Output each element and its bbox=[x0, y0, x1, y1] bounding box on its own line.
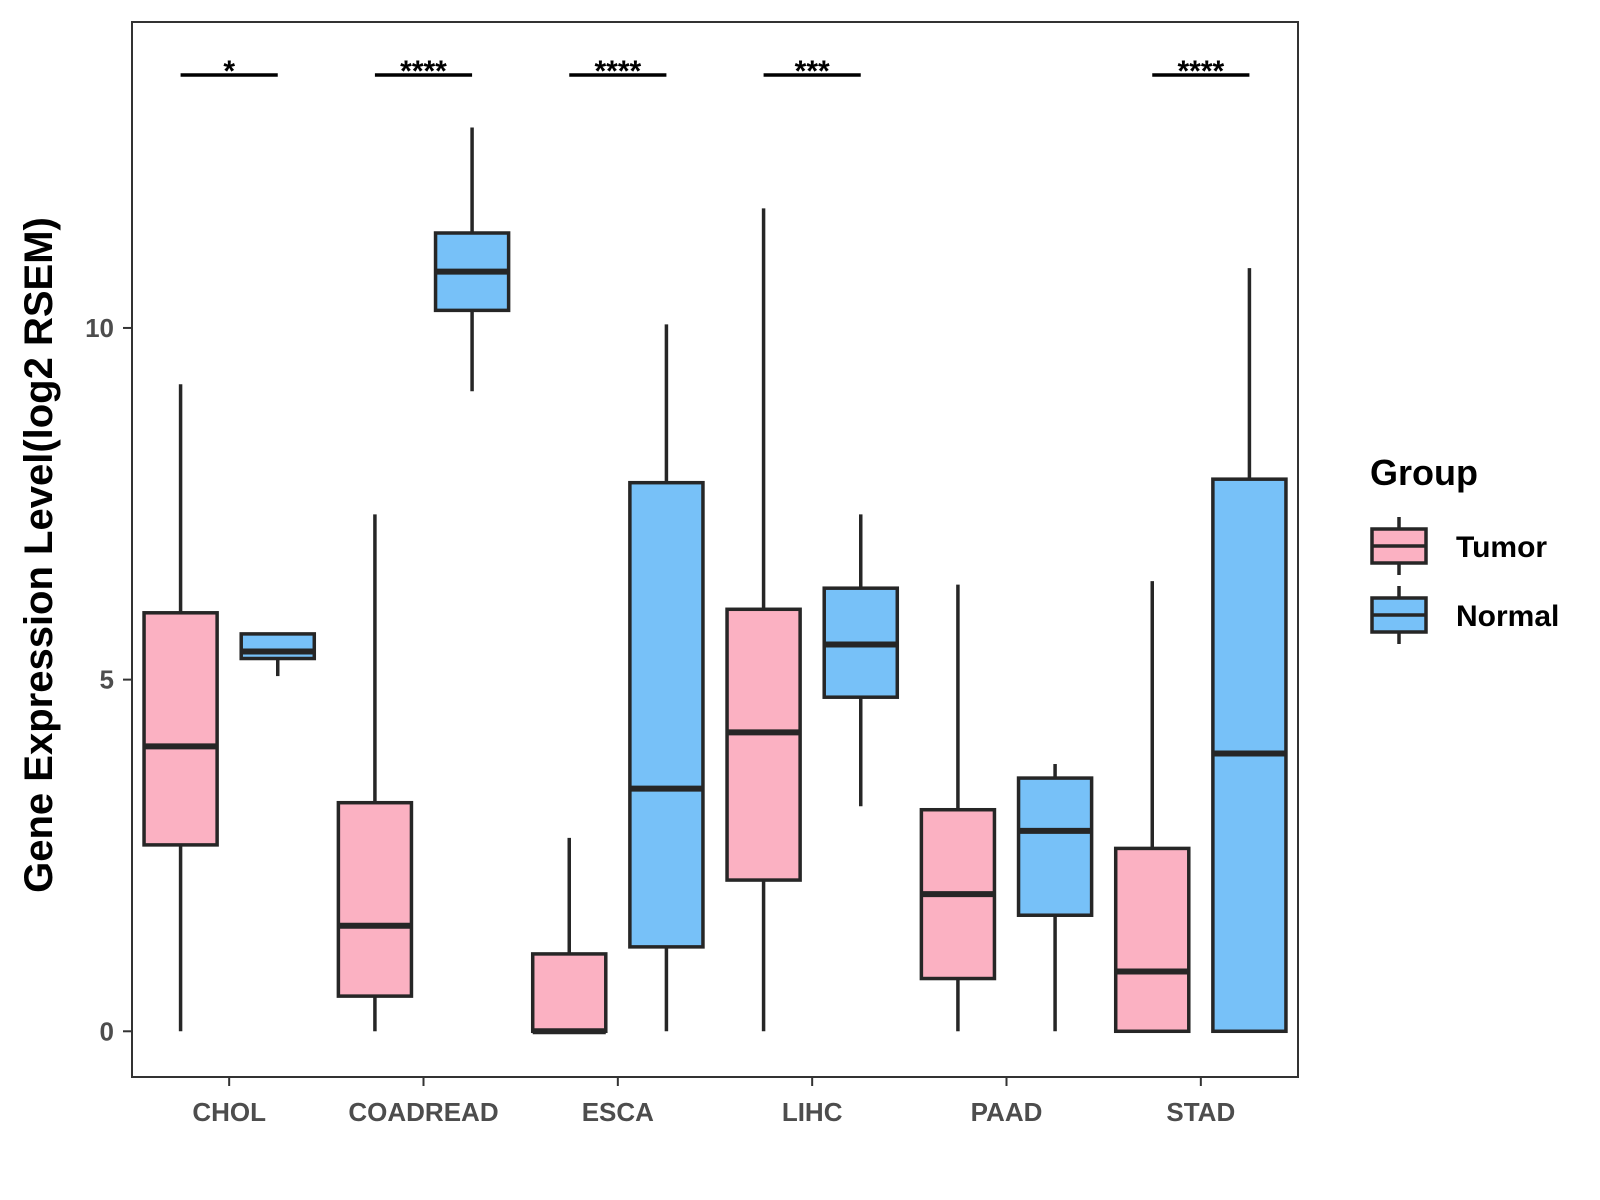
significance-coadread: **** bbox=[374, 55, 473, 88]
box-normal-esca bbox=[628, 324, 705, 1032]
significance-label: *** bbox=[795, 55, 830, 88]
box-tumor-esca bbox=[530, 837, 608, 1035]
plot-panel-border bbox=[131, 21, 1299, 1078]
significance-esca: **** bbox=[569, 55, 667, 88]
legend-label: Tumor bbox=[1456, 531, 1547, 564]
legend-title: Group bbox=[1370, 452, 1478, 493]
box-tumor-chol bbox=[142, 384, 219, 1032]
x-tick-label: LIHC bbox=[782, 1097, 843, 1127]
box-normal-chol bbox=[239, 632, 317, 677]
x-tick-label: CHOL bbox=[192, 1097, 266, 1127]
box-tumor-stad bbox=[1113, 581, 1191, 1034]
legend: Group Tumor Normal bbox=[1370, 452, 1559, 644]
legend-entry-tumor: Tumor bbox=[1370, 517, 1547, 575]
box-tumor-coadread bbox=[336, 514, 414, 1032]
significance-lihc: *** bbox=[763, 55, 861, 88]
significance-label: **** bbox=[400, 55, 447, 88]
box-body bbox=[1016, 776, 1094, 917]
x-tick-label: COADREAD bbox=[348, 1097, 498, 1127]
box-body bbox=[336, 800, 414, 998]
significance-label: **** bbox=[1177, 55, 1224, 88]
significance-stad: **** bbox=[1152, 55, 1250, 88]
box-body bbox=[628, 480, 705, 949]
box-body bbox=[1113, 846, 1191, 1034]
y-tick-label: 5 bbox=[100, 665, 114, 695]
box-tumor-lihc bbox=[725, 208, 802, 1032]
box-body bbox=[725, 607, 802, 882]
x-tick-label: PAAD bbox=[971, 1097, 1043, 1127]
box-body bbox=[530, 952, 608, 1034]
box-normal-lihc bbox=[822, 514, 900, 807]
box-normal-paad bbox=[1016, 764, 1094, 1032]
box-normal-coadread bbox=[433, 127, 511, 392]
x-tick-label: STAD bbox=[1166, 1097, 1235, 1127]
y-tick-label: 10 bbox=[85, 313, 114, 343]
box-body bbox=[239, 632, 317, 661]
box-tumor-paad bbox=[919, 584, 997, 1032]
significance-label: **** bbox=[594, 55, 641, 88]
x-tick-label: ESCA bbox=[582, 1097, 654, 1127]
box-normal-stad bbox=[1211, 268, 1288, 1034]
box-body bbox=[142, 611, 219, 847]
significance-chol: * bbox=[180, 55, 278, 88]
y-tick-label: 0 bbox=[100, 1016, 114, 1046]
y-axis-label: Gene Expression Level(log2 RSEM) bbox=[17, 217, 61, 893]
significance-label: * bbox=[223, 55, 235, 88]
legend-entry-normal: Normal bbox=[1370, 586, 1559, 644]
legend-label: Normal bbox=[1456, 600, 1559, 633]
